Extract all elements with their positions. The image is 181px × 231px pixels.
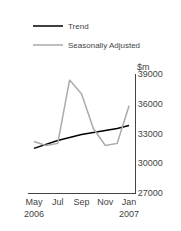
svg-text:Trend: Trend	[68, 22, 89, 31]
svg-text:Jan2007: Jan2007	[119, 197, 139, 219]
svg-text:Seasonally Adjusted: Seasonally Adjusted	[68, 41, 140, 50]
svg-text:27000: 27000	[138, 188, 163, 198]
svg-text:30000: 30000	[138, 158, 163, 168]
svg-text:33000: 33000	[138, 129, 163, 139]
svg-text:$m: $m	[137, 62, 150, 72]
svg-text:Jul: Jul	[52, 197, 64, 207]
svg-text:May2006: May2006	[24, 197, 44, 219]
svg-text:39000: 39000	[138, 69, 163, 79]
svg-text:36000: 36000	[138, 99, 163, 109]
svg-text:Nov: Nov	[97, 197, 114, 207]
svg-text:Sep: Sep	[73, 197, 89, 207]
